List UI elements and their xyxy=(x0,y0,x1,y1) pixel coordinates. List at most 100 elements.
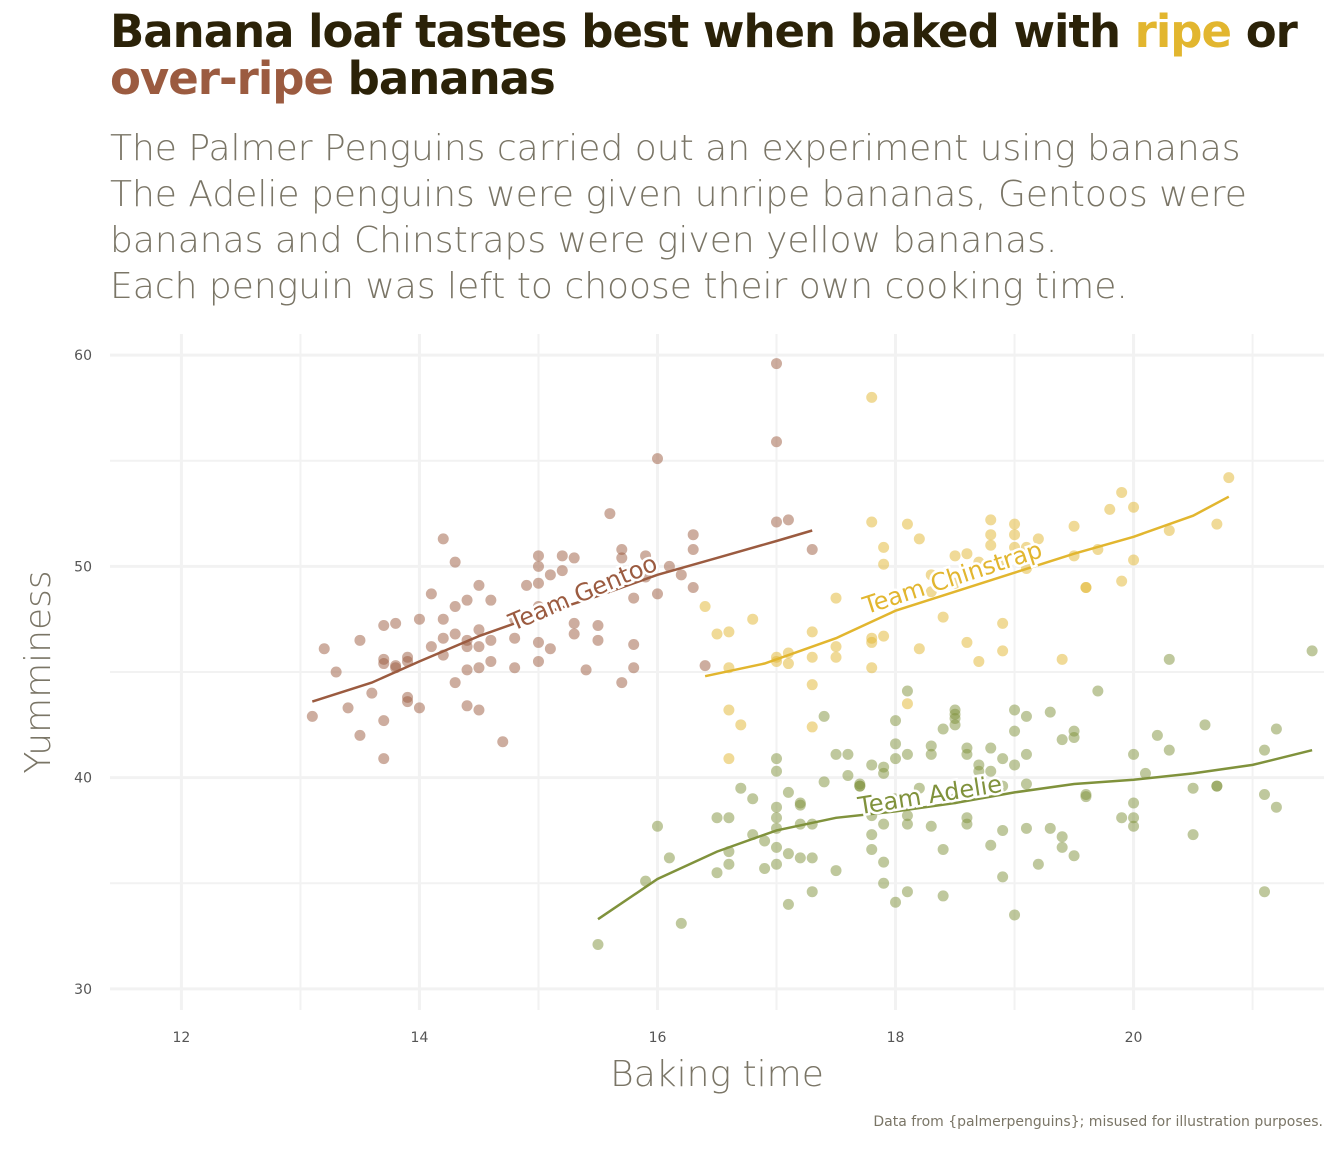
data-source-caption: Data from {palmerpenguins}; misused for … xyxy=(873,1114,1323,1130)
adelie-point xyxy=(830,865,842,877)
gentoo-point xyxy=(413,702,425,714)
adelie-point xyxy=(985,765,997,777)
chinstrap-point xyxy=(985,539,997,551)
adelie-point xyxy=(890,793,902,805)
subtitle-line-4: Each penguin was left to choose their ow… xyxy=(110,266,1128,307)
adelie-point xyxy=(771,858,783,870)
x-tick-label: 12 xyxy=(172,1030,190,1046)
chinstrap-point xyxy=(901,518,913,530)
adelie-point xyxy=(925,740,937,752)
gentoo-point xyxy=(675,569,687,581)
adelie-point xyxy=(901,818,913,830)
adelie-point xyxy=(913,782,925,794)
chinstrap-point xyxy=(913,533,925,545)
gentoo-point xyxy=(782,514,794,526)
adelie-point xyxy=(1020,778,1032,790)
adelie-point xyxy=(651,820,663,832)
gentoo-point xyxy=(568,628,580,640)
adelie-point xyxy=(1163,744,1175,756)
gentoo-point xyxy=(532,560,544,572)
title-text-3: bananas xyxy=(333,52,556,105)
chinstrap-point xyxy=(699,601,711,613)
adelie-point xyxy=(794,797,806,809)
adelie-point xyxy=(782,898,794,910)
adelie-point xyxy=(782,786,794,798)
gentoo-point xyxy=(616,543,628,555)
gentoo-point xyxy=(556,550,568,562)
gentoo-point xyxy=(449,628,461,640)
adelie-point xyxy=(985,742,997,754)
chinstrap-point xyxy=(1009,518,1021,530)
chinstrap-point xyxy=(1223,472,1235,484)
gentoo-point xyxy=(532,550,544,562)
chinstrap-point xyxy=(1009,529,1021,541)
gentoo-point xyxy=(378,653,390,665)
adelie-point xyxy=(1163,653,1175,665)
chinstrap-point xyxy=(1020,541,1032,553)
adelie-point xyxy=(1306,645,1318,657)
gentoo-point xyxy=(771,436,783,448)
adelie-point xyxy=(878,767,890,779)
chinstrap-point xyxy=(878,541,890,553)
adelie-trend-line xyxy=(597,748,1313,921)
chinstrap-point xyxy=(806,651,818,663)
subtitle-line-1: The Palmer Penguins carried out an exper… xyxy=(110,128,1241,169)
chinstrap-point xyxy=(723,753,735,765)
chinstrap-point xyxy=(949,577,961,589)
title-text-2: or xyxy=(1231,5,1298,58)
y-tick-label: 50 xyxy=(74,559,92,575)
adelie-point xyxy=(675,917,687,929)
x-axis-label: Baking time xyxy=(610,1054,824,1095)
gentoo-point xyxy=(473,704,485,716)
gentoo-point xyxy=(628,639,640,651)
adelie-point xyxy=(806,886,818,898)
y-tick-label: 40 xyxy=(74,771,92,787)
chinstrap-point xyxy=(1116,486,1128,498)
adelie-point xyxy=(842,748,854,760)
chinstrap-point xyxy=(961,548,973,560)
adelie-point xyxy=(1211,780,1223,792)
gentoo-point xyxy=(592,620,604,632)
gentoo-point xyxy=(497,736,509,748)
adelie-point xyxy=(818,776,830,788)
gentoo-point xyxy=(604,508,616,520)
adelie-point xyxy=(1056,831,1068,843)
gentoo-point xyxy=(521,579,533,591)
adelie-point xyxy=(937,890,949,902)
adelie-point xyxy=(1080,791,1092,803)
gentoo-point xyxy=(544,569,556,581)
adelie-point xyxy=(890,753,902,765)
chinstrap-point xyxy=(1056,653,1068,665)
chinstrap-point xyxy=(878,630,890,642)
gentoo-point xyxy=(687,529,699,541)
adelie-point xyxy=(997,753,1009,765)
gentoo-point xyxy=(556,565,568,577)
y-axis-label: Yumminess xyxy=(18,570,59,773)
adelie-point xyxy=(961,812,973,824)
adelie-point xyxy=(1068,850,1080,862)
adelie-point xyxy=(759,862,771,874)
adelie-point xyxy=(782,848,794,860)
gentoo-point xyxy=(318,643,330,655)
chinstrap-point xyxy=(1128,554,1140,566)
adelie-point xyxy=(1187,782,1199,794)
chinstrap-point xyxy=(866,632,878,644)
gentoo-point xyxy=(378,715,390,727)
adelie-point xyxy=(735,782,747,794)
adelie-point xyxy=(866,829,878,841)
gentoo-point xyxy=(568,617,580,629)
adelie-point xyxy=(901,748,913,760)
chinstrap-point xyxy=(937,611,949,623)
gentoo-trend-line xyxy=(311,529,813,703)
chinstrap-point xyxy=(723,626,735,638)
adelie-point xyxy=(842,770,854,782)
adelie-point xyxy=(663,852,675,864)
gentoo-point xyxy=(651,588,663,600)
gentoo-point xyxy=(616,677,628,689)
data-points xyxy=(306,358,1318,951)
title-ripe: ripe xyxy=(1134,5,1232,58)
gentoo-point xyxy=(461,664,473,676)
gentoo-point xyxy=(485,655,497,667)
adelie-point xyxy=(890,715,902,727)
